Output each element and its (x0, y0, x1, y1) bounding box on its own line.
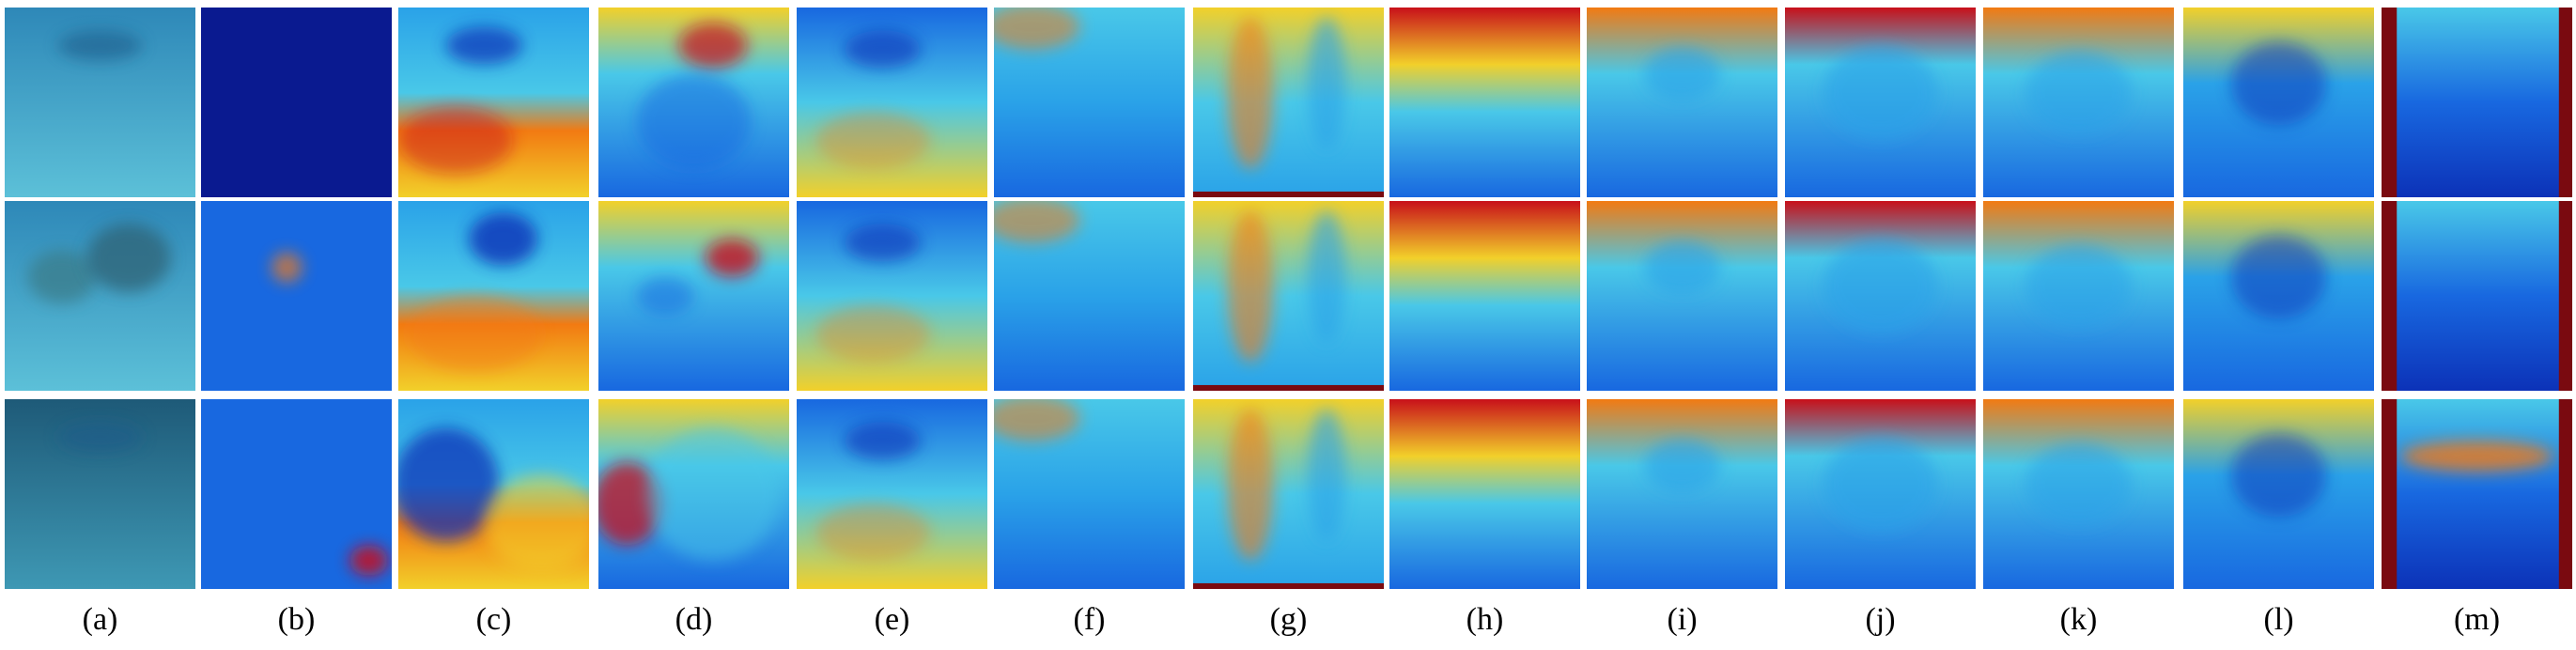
panel-label-i: (i) (1667, 602, 1698, 637)
panel-label-h: (h) (1466, 602, 1504, 637)
image-tile-r1-c6 (994, 8, 1185, 197)
image-tile-r2-c12 (2183, 201, 2374, 391)
image-tile-r3-c8 (1389, 399, 1580, 589)
panel-label-j: (j) (1865, 602, 1896, 637)
panel-label-e: (e) (874, 602, 910, 637)
image-tile-r2-c2 (201, 201, 392, 391)
panel-label-m: (m) (2453, 602, 2501, 637)
image-tile-r3-c1 (5, 399, 195, 589)
image-tile-r3-c3 (398, 399, 589, 589)
image-tile-r1-c11 (1983, 8, 2174, 197)
image-tile-r3-c4 (598, 399, 789, 589)
image-tile-r1-c10 (1785, 8, 1976, 197)
image-tile-r2-c3 (398, 201, 589, 391)
image-tile-r3-c2 (201, 399, 392, 589)
image-tile-r1-c5 (797, 8, 987, 197)
image-tile-r2-c6 (994, 201, 1185, 391)
panel-label-g: (g) (1269, 602, 1308, 637)
image-tile-r1-c3 (398, 8, 589, 197)
image-tile-r3-c5 (797, 399, 987, 589)
image-tile-r3-c13 (2382, 399, 2572, 589)
panel-label-f: (f) (1073, 602, 1106, 637)
panel-label-b: (b) (277, 602, 316, 637)
image-tile-r2-c4 (598, 201, 789, 391)
image-tile-r2-c10 (1785, 201, 1976, 391)
image-tile-r2-c8 (1389, 201, 1580, 391)
image-tile-r1-c2 (201, 8, 392, 197)
image-tile-r1-c4 (598, 8, 789, 197)
image-tile-r1-c12 (2183, 8, 2374, 197)
image-tile-r3-c7 (1193, 399, 1384, 589)
image-tile-r3-c9 (1587, 399, 1777, 589)
image-tile-r3-c12 (2183, 399, 2374, 589)
panel-label-l: (l) (2263, 602, 2294, 637)
image-tile-r1-c9 (1587, 8, 1777, 197)
panel-label-k: (k) (2059, 602, 2098, 637)
image-tile-r2-c5 (797, 201, 987, 391)
image-tile-r1-c13 (2382, 8, 2572, 197)
panel-label-a: (a) (82, 602, 118, 637)
image-tile-r2-c1 (5, 201, 195, 391)
image-tile-r1-c1 (5, 8, 195, 197)
image-tile-r3-c10 (1785, 399, 1976, 589)
panel-label-d: (d) (675, 602, 713, 637)
image-tile-r1-c7 (1193, 8, 1384, 197)
image-tile-r2-c7 (1193, 201, 1384, 391)
image-tile-r2-c13 (2382, 201, 2572, 391)
image-tile-r3-c6 (994, 399, 1185, 589)
panel-label-c: (c) (475, 602, 512, 637)
image-tile-r1-c8 (1389, 8, 1580, 197)
image-tile-r2-c9 (1587, 201, 1777, 391)
image-tile-r3-c11 (1983, 399, 2174, 589)
image-tile-r2-c11 (1983, 201, 2174, 391)
